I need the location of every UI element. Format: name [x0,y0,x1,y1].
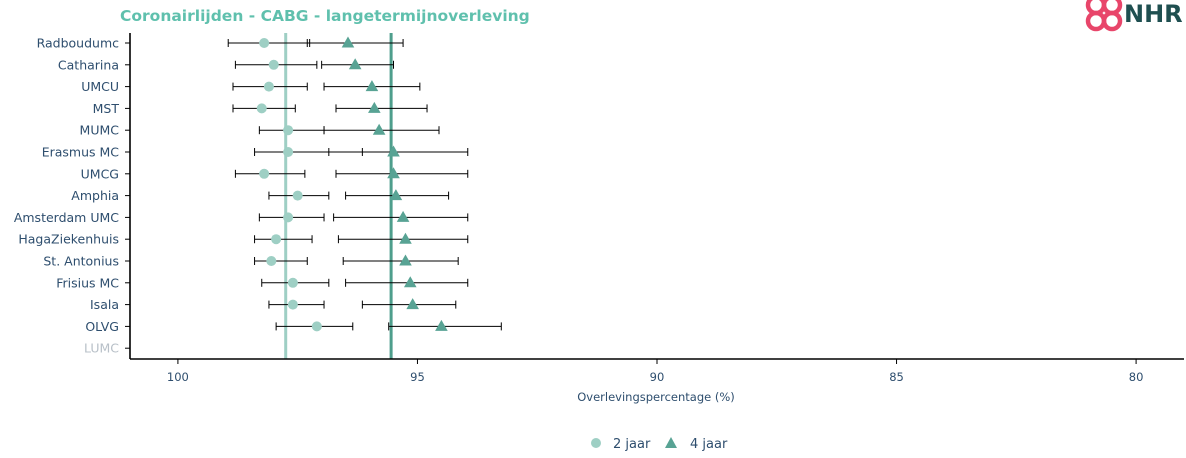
errorbar-4jaar [342,257,459,265]
y-tick-label: HagaZiekenhuis [18,232,119,247]
errorbar-2jaar [254,235,313,244]
point-4jaar [368,101,381,113]
x-tick-label: 80 [1129,370,1144,384]
point-2jaar [271,234,282,245]
legend-label-4jaar: 4 jaar [690,437,728,452]
y-tick-label: LUMC [84,341,119,356]
y-tick-label: Amsterdam UMC [14,210,119,225]
point-4jaar [372,123,386,135]
point-4jaar [341,36,355,48]
point-4jaar [435,319,448,331]
x-axis-title: Overlevingspercentage (%) [577,390,735,404]
point-2jaar [283,125,294,136]
point-2jaar [256,103,267,114]
legend-label-2jaar: 2 jaar [613,437,651,452]
y-tick-label: MUMC [80,123,120,138]
point-4jaar [399,254,412,266]
errorbar-4jaar [306,39,404,47]
y-tick-label: Amphia [71,188,119,203]
nhr-logo: NHR [1085,0,1183,32]
nhr-logo-text: NHR [1124,0,1183,28]
legend-marker-2jaar [591,438,601,448]
y-tick-label: UMCG [81,166,119,181]
y-tick-label: St. Antonius [43,254,119,269]
point-2jaar [263,81,274,92]
point-2jaar [268,59,279,70]
point-2jaar [292,190,303,201]
point-2jaar [259,168,270,179]
errorbar-4jaar [335,104,428,113]
y-tick-label: OLVG [85,319,119,334]
y-tick-label: UMCU [81,79,119,94]
point-2jaar [311,321,322,332]
point-4jaar [387,145,400,157]
legend: 2 jaar 4 jaar [591,437,728,452]
errorbar-4jaar [335,169,469,178]
point-2jaar [283,212,294,223]
errorbar-2jaar [234,169,306,178]
point-4jaar [396,210,410,222]
errorbar-2jaar [254,257,308,265]
point-2jaar [287,277,298,288]
point-4jaar [389,189,403,201]
y-tick-label: Catharina [58,57,119,72]
point-2jaar [259,38,270,48]
point-4jaar [348,58,362,70]
errorbar-4jaar [328,148,469,156]
x-tick-label: 85 [889,370,904,384]
y-tick-label: Erasmus MC [42,145,120,160]
y-tick-label: Isala [90,297,119,312]
point-4jaar [403,276,417,288]
point-2jaar [266,256,277,266]
x-tick-label: 100 [167,370,189,384]
point-2jaar [283,147,294,157]
y-tick-label: MST [93,101,120,116]
point-4jaar [387,167,400,179]
x-tick-label: 95 [410,370,425,384]
y-tick-label: Radboudumc [37,36,120,51]
x-tick-label: 90 [650,370,665,384]
point-4jaar [399,232,412,244]
nhr-logo-icon [1085,0,1123,32]
y-tick-label: Frisius MC [56,275,119,290]
point-4jaar [365,80,379,92]
legend-marker-4jaar [665,437,677,448]
chart-title: Coronairlijden - CABG - langetermijnover… [120,7,530,25]
point-2jaar [287,299,298,310]
point-4jaar [406,298,419,310]
